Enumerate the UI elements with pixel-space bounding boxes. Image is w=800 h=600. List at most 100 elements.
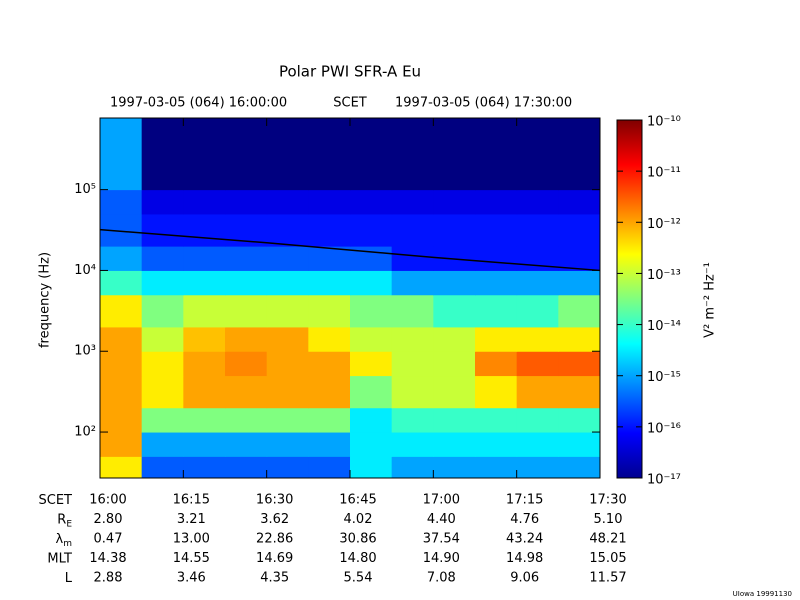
- spectrogram-cell: [475, 189, 518, 215]
- ephemeris-value: 7.08: [427, 571, 456, 586]
- spectrogram-cell: [308, 294, 351, 328]
- spectrogram-cell: [558, 270, 601, 296]
- spectrogram-cell: [141, 270, 184, 296]
- ephemeris-value: 30.86: [339, 532, 376, 547]
- spectrogram-cell: [141, 456, 184, 479]
- ephemeris-value: 14.90: [423, 551, 460, 566]
- spectrogram-cell: [308, 270, 351, 296]
- spectrogram-cell: [558, 456, 601, 479]
- spectrogram-cell: [183, 294, 226, 328]
- spectrogram-cell: [100, 432, 143, 457]
- spectrogram-cell: [433, 351, 476, 377]
- spectrogram-cell: [183, 246, 226, 271]
- spectrogram-cell: [141, 189, 184, 215]
- spectrogram-cell: [516, 351, 559, 377]
- spectrogram-cell: [391, 294, 434, 328]
- spectrogram-cell: [183, 326, 226, 352]
- spectrogram-cell: [475, 456, 518, 479]
- spectrogram-cell: [350, 456, 393, 479]
- ephemeris-value: 2.80: [94, 512, 123, 527]
- ephemeris-value: 14.55: [173, 551, 210, 566]
- spectrogram-cell: [391, 118, 434, 191]
- spectrogram-cell: [141, 213, 184, 247]
- ephemeris-value: 4.40: [427, 512, 456, 527]
- spectrogram-cell: [183, 270, 226, 296]
- spectrogram-cell: [475, 294, 518, 328]
- spectrogram-cell: [308, 351, 351, 377]
- spectrogram-cell: [141, 432, 184, 457]
- spectrogram-cell: [516, 118, 559, 191]
- ephemeris-row-label: SCET: [39, 493, 73, 508]
- spectrogram-cell: [266, 118, 309, 191]
- spectrogram-cell: [475, 118, 518, 191]
- ephemeris-value: 5.10: [594, 512, 623, 527]
- spectrogram-cell: [433, 118, 476, 191]
- spectrogram-cell: [266, 294, 309, 328]
- spectrogram-cell: [433, 213, 476, 247]
- spectrogram-cell: [100, 351, 143, 377]
- spectrogram-cell: [100, 407, 143, 433]
- row-label: λ: [56, 532, 64, 547]
- spectrogram-cell: [183, 213, 226, 247]
- spectrogram-cell: [141, 326, 184, 352]
- spectrogram-cell: [100, 326, 143, 352]
- spectrogram-cell: [433, 326, 476, 352]
- spectrogram-cell: [475, 432, 518, 457]
- spectrogram-cell: [100, 189, 143, 215]
- ephemeris-value: 2.88: [94, 571, 123, 586]
- spectrogram-cell: [350, 351, 393, 377]
- spectrogram-cell: [225, 456, 268, 479]
- colorbar-label: V² m⁻² Hz⁻¹: [703, 262, 718, 338]
- spectrogram-cell: [475, 351, 518, 377]
- spectrogram-cell: [141, 246, 184, 271]
- x-tick-label: 16:00: [89, 493, 126, 508]
- colorbar-tick-label: 10⁻¹⁴: [647, 319, 681, 334]
- spectrogram-cell: [225, 246, 268, 271]
- spectrogram-cell: [475, 375, 518, 409]
- spectrogram-cell: [433, 432, 476, 457]
- time-label: SCET: [333, 96, 367, 111]
- ephemeris-row-label: λm: [56, 532, 72, 549]
- spectrogram-cell: [558, 189, 601, 215]
- row-label: L: [65, 571, 73, 586]
- ephemeris-value: 11.57: [589, 571, 626, 586]
- spectrogram-cell: [308, 432, 351, 457]
- spectrogram-cell: [558, 351, 601, 377]
- spectrogram-cell: [100, 294, 143, 328]
- footer: UIowa 19991130: [733, 590, 792, 598]
- spectrogram-cell: [391, 246, 434, 271]
- spectrogram-cell: [225, 294, 268, 328]
- spectrogram-cell: [350, 189, 393, 215]
- spectrogram-cell: [266, 456, 309, 479]
- spectrogram-cell: [266, 270, 309, 296]
- spectrogram-cell: [266, 375, 309, 409]
- spectrogram-cell: [183, 375, 226, 409]
- spectrogram-cell: [100, 456, 143, 479]
- ephemeris-value: 3.46: [177, 571, 206, 586]
- spectrogram-cell: [266, 246, 309, 271]
- start-time: 1997-03-05 (064) 16:00:00: [110, 96, 287, 111]
- spectrogram-cell: [516, 326, 559, 352]
- spectrogram-cell: [433, 270, 476, 296]
- x-tick-label: 16:15: [173, 493, 210, 508]
- spectrogram-cell: [308, 213, 351, 247]
- spectrogram-cell: [391, 326, 434, 352]
- spectrogram-cell: [183, 351, 226, 377]
- spectrogram-cell: [475, 246, 518, 271]
- spectrogram-cell: [558, 246, 601, 271]
- spectrogram-cell: [391, 189, 434, 215]
- cyclotron-line: [99, 228, 601, 272]
- spectrogram-cell: [433, 375, 476, 409]
- spectrogram-cell: [141, 375, 184, 409]
- spectrogram-cell: [475, 326, 518, 352]
- spectrogram-cell: [433, 407, 476, 433]
- spectrogram-cell: [391, 375, 434, 409]
- spectrogram-cell: [308, 375, 351, 409]
- ephemeris-value: 4.76: [510, 512, 539, 527]
- spectrogram-cell: [516, 407, 559, 433]
- spectrogram-cell: [391, 432, 434, 457]
- colorbar-tick-label: 10⁻¹¹: [647, 166, 681, 181]
- y-tick-label: 10³: [74, 344, 96, 359]
- spectrogram-cell: [183, 456, 226, 479]
- spectrogram-cell: [516, 213, 559, 247]
